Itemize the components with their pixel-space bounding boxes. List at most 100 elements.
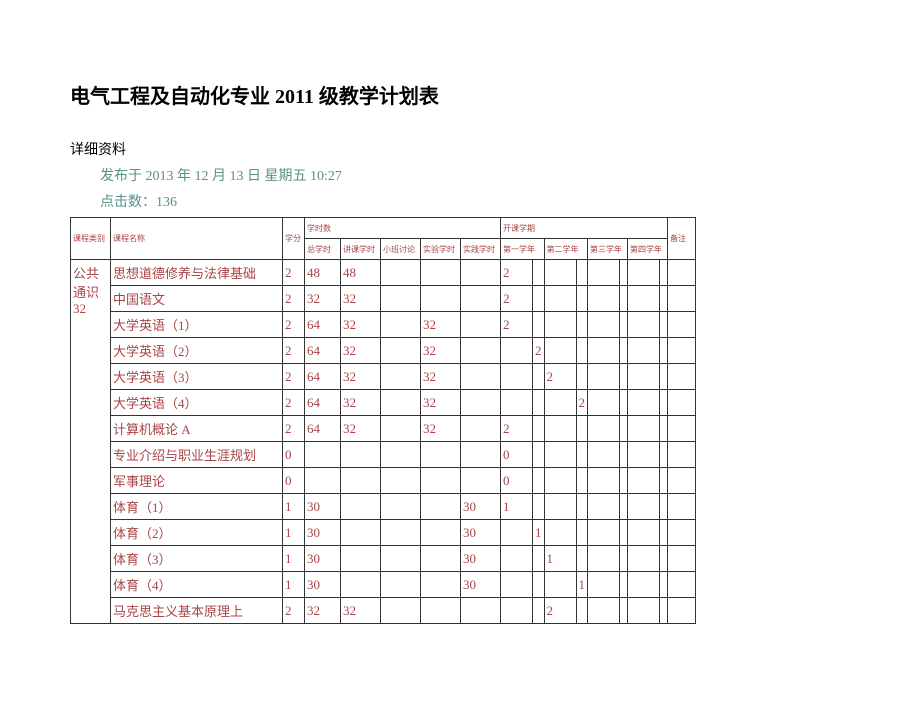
semester-cell (588, 468, 620, 494)
semester-cell: 0 (501, 442, 533, 468)
table-row: 体育（2）130301 (71, 520, 696, 546)
semester-cell: 1 (576, 572, 588, 598)
lecture-cell: 32 (341, 390, 381, 416)
lecture-cell: 32 (341, 338, 381, 364)
curriculum-table: 课程类别 课程名称 学分 学时数 开课学期 备注 总学时 讲课学时 小班讨论 实… (70, 217, 696, 624)
notes-cell (668, 312, 696, 338)
semester-cell (660, 494, 668, 520)
semester-cell (628, 286, 660, 312)
semester-cell (501, 338, 533, 364)
header-lab: 实验学时 (421, 239, 461, 260)
discussion-cell (381, 546, 421, 572)
notes-cell (668, 286, 696, 312)
semester-cell: 2 (576, 390, 588, 416)
publish-date: 发布于 2013 年 12 月 13 日 星期五 10:27 (70, 165, 850, 185)
semester-cell (533, 494, 545, 520)
total-hours-cell: 30 (305, 520, 341, 546)
semester-cell (628, 364, 660, 390)
semester-cell (576, 312, 588, 338)
table-row: 大学英语（2）26432322 (71, 338, 696, 364)
semester-cell (620, 546, 628, 572)
practice-cell: 30 (461, 520, 501, 546)
semester-cell (660, 546, 668, 572)
discussion-cell (381, 390, 421, 416)
lecture-cell: 48 (341, 260, 381, 286)
credit-cell: 2 (283, 338, 305, 364)
semester-cell (628, 442, 660, 468)
semester-cell: 2 (501, 312, 533, 338)
semester-cell (620, 572, 628, 598)
semester-cell (576, 546, 588, 572)
practice-cell (461, 390, 501, 416)
semester-cell (588, 416, 620, 442)
lab-cell: 32 (421, 338, 461, 364)
lab-cell (421, 546, 461, 572)
semester-cell (620, 520, 628, 546)
credit-cell: 2 (283, 260, 305, 286)
semester-cell (620, 598, 628, 624)
course-name-cell: 体育（3） (111, 546, 283, 572)
semester-cell (544, 442, 576, 468)
credit-cell: 1 (283, 572, 305, 598)
lab-cell (421, 494, 461, 520)
semester-cell (501, 572, 533, 598)
course-name-cell: 计算机概论 A (111, 416, 283, 442)
practice-cell (461, 338, 501, 364)
semester-cell: 2 (533, 338, 545, 364)
course-name-cell: 大学英语（4） (111, 390, 283, 416)
table-row: 军事理论00 (71, 468, 696, 494)
discussion-cell (381, 286, 421, 312)
course-name-cell: 专业介绍与职业生涯规划 (111, 442, 283, 468)
semester-cell (501, 598, 533, 624)
lecture-cell: 32 (341, 312, 381, 338)
semester-cell (588, 286, 620, 312)
discussion-cell (381, 572, 421, 598)
total-hours-cell: 64 (305, 390, 341, 416)
practice-cell (461, 598, 501, 624)
category-cell: 公共通识 32 (71, 260, 111, 624)
semester-cell (660, 286, 668, 312)
header-category: 课程类别 (71, 218, 111, 260)
semester-cell (501, 364, 533, 390)
notes-cell (668, 442, 696, 468)
semester-cell (544, 520, 576, 546)
semester-cell: 2 (544, 364, 576, 390)
table-row: 体育（1）130301 (71, 494, 696, 520)
semester-cell (588, 546, 620, 572)
practice-cell: 30 (461, 546, 501, 572)
semester-cell (533, 390, 545, 416)
notes-cell (668, 260, 696, 286)
semester-cell (544, 260, 576, 286)
semester-cell (576, 286, 588, 312)
credit-cell: 1 (283, 546, 305, 572)
header-notes: 备注 (668, 218, 696, 260)
semester-cell (628, 390, 660, 416)
lab-cell: 32 (421, 364, 461, 390)
semester-cell (660, 312, 668, 338)
semester-cell (620, 338, 628, 364)
semester-cell (588, 598, 620, 624)
notes-cell (668, 364, 696, 390)
semester-cell (533, 364, 545, 390)
semester-cell (544, 416, 576, 442)
discussion-cell (381, 598, 421, 624)
course-name-cell: 大学英语（3） (111, 364, 283, 390)
total-hours-cell: 30 (305, 494, 341, 520)
practice-cell (461, 260, 501, 286)
discussion-cell (381, 468, 421, 494)
credit-cell: 2 (283, 598, 305, 624)
lab-cell (421, 598, 461, 624)
header-credit: 学分 (283, 218, 305, 260)
lab-cell (421, 286, 461, 312)
semester-cell (620, 390, 628, 416)
semester-cell (660, 390, 668, 416)
semester-cell (620, 416, 628, 442)
table-row: 专业介绍与职业生涯规划00 (71, 442, 696, 468)
semester-cell (501, 546, 533, 572)
semester-cell (628, 312, 660, 338)
semester-cell (588, 572, 620, 598)
semester-cell (620, 364, 628, 390)
semester-cell (544, 390, 576, 416)
lab-cell: 32 (421, 416, 461, 442)
semester-cell (588, 390, 620, 416)
